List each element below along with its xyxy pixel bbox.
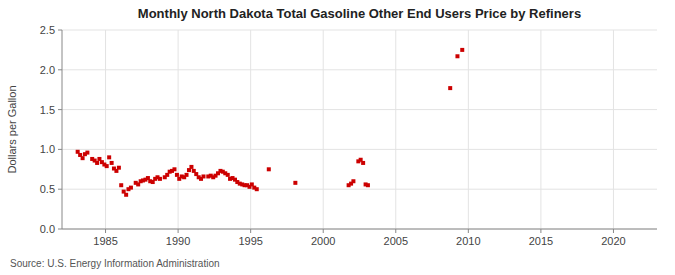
grid-line-x: [468, 30, 469, 229]
x-tick-label: 1990: [166, 235, 190, 247]
y-tick-label: 2.0: [40, 64, 55, 76]
point: [85, 151, 89, 155]
points: [76, 48, 465, 197]
point: [129, 186, 133, 190]
grid-line-x: [105, 30, 106, 229]
point: [119, 183, 123, 187]
y-tick-label: 0.5: [40, 183, 55, 195]
x-tick: [613, 229, 614, 233]
grid-line-x: [540, 30, 541, 229]
x-tick: [105, 229, 106, 233]
point: [107, 155, 111, 159]
x-tick-label: 2020: [601, 235, 625, 247]
y-tick: [58, 229, 62, 230]
grid-line-y: [62, 109, 657, 110]
page: {"chart_data": {"type": "scatter", "titl…: [0, 0, 675, 275]
point: [293, 181, 297, 185]
point: [226, 173, 230, 177]
x-tick-label: 1995: [238, 235, 262, 247]
grid-line-y: [62, 149, 657, 150]
y-tick-label: 1.5: [40, 104, 55, 116]
point: [460, 48, 464, 52]
point: [361, 161, 365, 165]
y-tick: [58, 69, 62, 70]
y-axis-label: Dollars per Gallon: [6, 85, 18, 173]
point: [81, 156, 85, 160]
point: [185, 173, 189, 177]
y-tick: [58, 30, 62, 31]
point: [448, 86, 452, 90]
point: [366, 183, 370, 187]
grid-line-y: [62, 189, 657, 190]
point: [158, 177, 162, 181]
grid-line-y: [62, 69, 657, 70]
y-tick-label: 2.5: [40, 24, 55, 36]
grid-line-y: [62, 229, 657, 230]
grid-line-x: [250, 30, 251, 229]
y-tick: [58, 189, 62, 190]
x-tick: [540, 229, 541, 233]
point: [105, 164, 109, 168]
point: [189, 165, 193, 169]
x-tick: [395, 229, 396, 233]
point: [110, 161, 114, 165]
y-tick: [58, 109, 62, 110]
grid-line-y: [62, 30, 657, 31]
title: Monthly North Dakota Total Gasoline Othe…: [138, 6, 581, 21]
point: [172, 167, 176, 171]
x-axis-line: [62, 229, 657, 230]
grid-line-x: [323, 30, 324, 229]
x-tick: [178, 229, 179, 233]
source-annotation: Source: U.S. Energy Information Administ…: [10, 258, 220, 269]
grid-line-x: [613, 30, 614, 229]
axes: 1985 1990 1995 2000 2005 2010 2015 2020 0.0 0.5 1.…: [40, 24, 657, 247]
point: [95, 161, 99, 165]
grid: [62, 30, 657, 229]
x-tick: [323, 229, 324, 233]
y-tick: [58, 149, 62, 150]
point: [267, 167, 271, 171]
x-tick-label: 2005: [384, 235, 408, 247]
x-tick-label: 2000: [311, 235, 335, 247]
x-tick-label: 2010: [456, 235, 480, 247]
y-tick-label: 1.0: [40, 143, 55, 155]
point: [201, 174, 205, 178]
x-tick-label: 2015: [529, 235, 553, 247]
point: [117, 166, 121, 170]
grid-line-x: [178, 30, 179, 229]
point: [351, 179, 355, 183]
chart: 1985 1990 1995 2000 2005 2010 2015 2020 0.0 0.5 1.…: [0, 0, 675, 275]
point: [175, 173, 179, 177]
x-tick: [250, 229, 251, 233]
point: [455, 54, 459, 58]
point: [124, 193, 128, 197]
x-tick: [468, 229, 469, 233]
y-axis-line: [62, 30, 63, 229]
point: [255, 187, 259, 191]
y-tick-label: 0.0: [40, 223, 55, 235]
grid-line-x: [395, 30, 396, 229]
x-tick-label: 1985: [93, 235, 117, 247]
